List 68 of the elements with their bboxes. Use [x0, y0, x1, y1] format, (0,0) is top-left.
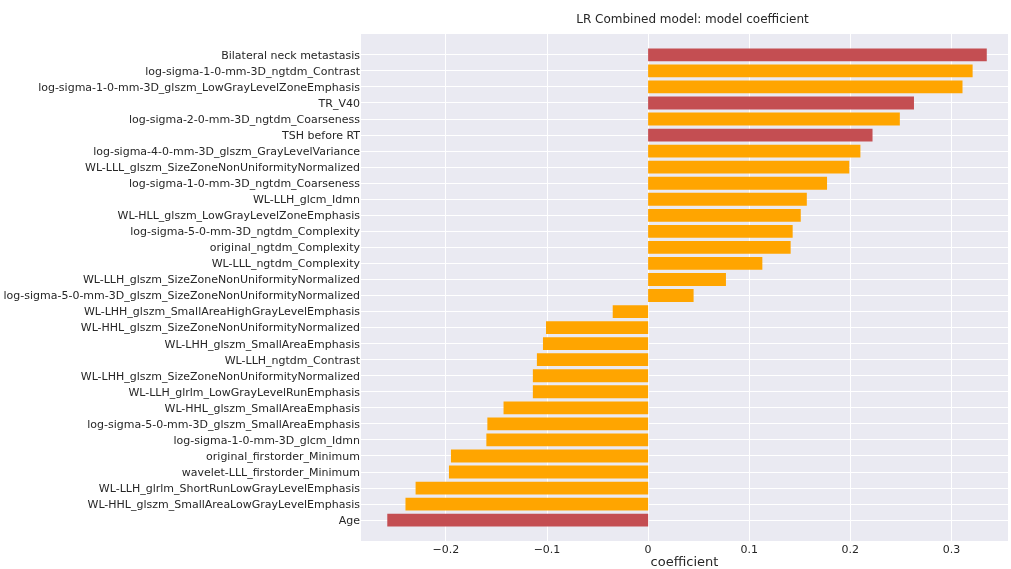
x-tick-label: 0.2	[841, 543, 860, 556]
y-tick-label: TSH before RT	[281, 128, 361, 142]
y-tick-label: TR_V40	[317, 96, 360, 110]
y-tick-label: original_ngtdm_Complexity	[209, 241, 361, 255]
bar	[648, 208, 801, 222]
bar	[648, 240, 791, 254]
chart-title: LR Combined model: model coefficient	[576, 11, 810, 26]
bar	[648, 160, 850, 174]
y-tick-label: WL-LLH_glszm_SizeZoneNonUniformityNormalized	[82, 273, 360, 287]
y-tick-label: log-sigma-1-0-mm-3D_ngtdm_Contrast	[145, 64, 361, 78]
y-tick-label: wavelet-LLL_firstorder_Minimum	[181, 465, 360, 479]
bar	[648, 80, 963, 94]
bar	[648, 48, 987, 62]
bar	[648, 176, 828, 190]
bar	[648, 289, 694, 302]
y-tick-label: WL-LLL_glszm_SizeZoneNonUniformityNormalized	[85, 161, 360, 175]
y-tick-label: WL-LLH_ngtdm_Contrast	[224, 353, 361, 367]
bar	[648, 64, 973, 78]
y-tick-label: log-sigma-2-0-mm-3D_ngtdm_Coarseness	[128, 112, 361, 126]
y-tick-label: WL-LHH_glszm_SmallAreaHighGrayLevelEmphasis	[83, 305, 361, 319]
bar	[503, 401, 649, 415]
y-tick-label: original_firstorder_Minimum	[206, 449, 360, 463]
bar	[532, 385, 649, 399]
bar	[648, 192, 807, 206]
x-tick-label: −0.1	[533, 543, 561, 556]
y-tick-label: Age	[338, 513, 361, 527]
bar	[612, 305, 649, 318]
y-tick-label: log-sigma-4-0-mm-3D_glszm_GrayLevelVariance	[93, 144, 361, 158]
y-tick-label: WL-LLH_glcm_Idmn	[252, 193, 361, 207]
x-tick-label: 0.1	[740, 543, 758, 556]
y-tick-label: WL-HHL_glszm_SmallAreaEmphasis	[164, 401, 361, 415]
y-tick-label: log-sigma-1-0-mm-3D_ngtdm_Coarseness	[128, 177, 361, 191]
y-tick-label: log-sigma-1-0-mm-3D_glszm_LowGrayLevelZoneEmphasis	[38, 80, 361, 94]
bar	[542, 337, 649, 351]
y-tick-label: WL-LLH_glrlm_LowGrayLevelRunEmphasis	[128, 385, 361, 399]
bar	[387, 513, 649, 527]
y-tick-label: WL-LLH_glrlm_ShortRunLowGrayLevelEmphasis	[98, 481, 361, 495]
bar	[648, 224, 793, 238]
bar	[532, 369, 649, 383]
bar	[405, 497, 649, 511]
bar	[648, 144, 861, 158]
bar	[486, 433, 649, 447]
y-tick-label: WL-HHL_glszm_SizeZoneNonUniformityNormalized	[80, 321, 360, 335]
y-tick-label: log-sigma-5-0-mm-3D_ngtdm_Complexity	[130, 225, 361, 239]
y-tick-label: WL-LHH_glszm_SizeZoneNonUniformityNormalized	[80, 369, 360, 383]
y-tick-label: Bilateral neck metastasis	[221, 48, 361, 62]
x-axis-title: coefficient	[650, 554, 719, 569]
x-tick-label: 0	[644, 543, 652, 556]
y-tick-label: WL-LLL_ngtdm_Complexity	[211, 257, 361, 271]
y-tick-label: WL-HHL_glszm_SmallAreaLowGrayLevelEmphasis	[87, 497, 361, 511]
bar	[648, 128, 873, 142]
bar	[648, 273, 726, 286]
y-tick-label: WL-HLL_glszm_LowGrayLevelZoneEmphasis	[117, 209, 361, 223]
bar	[648, 96, 914, 110]
x-tick-label: −0.2	[432, 543, 460, 556]
y-tick-label: log-sigma-1-0-mm-3D_glcm_Idmn	[173, 433, 361, 447]
bar	[448, 465, 649, 479]
bar	[536, 353, 649, 367]
bar	[546, 321, 649, 335]
bar	[415, 481, 649, 495]
y-tick-label: log-sigma-5-0-mm-3D_glszm_SmallAreaEmphasis	[87, 417, 361, 431]
x-tick-label: 0.3	[942, 543, 961, 556]
bar	[648, 257, 763, 270]
y-tick-label: WL-LHH_glszm_SmallAreaEmphasis	[164, 337, 361, 351]
bar	[450, 449, 649, 463]
bar	[648, 112, 900, 126]
y-tick-label: log-sigma-5-0-mm-3D_glszm_SizeZoneNonUniformityNormalized	[3, 289, 360, 303]
bar	[487, 417, 649, 431]
